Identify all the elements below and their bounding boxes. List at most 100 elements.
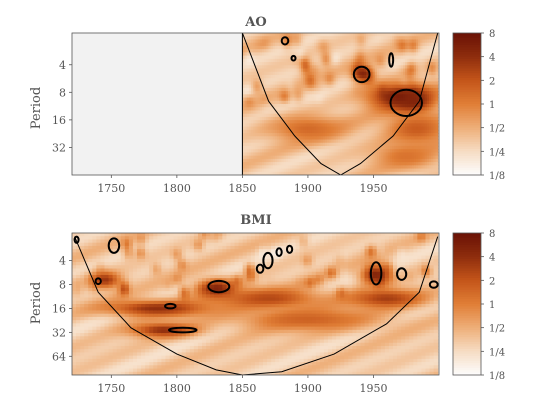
heatmap-cell [292,62,296,66]
heatmap-cell [361,113,365,118]
heatmap-cell [418,110,421,115]
heatmap-cell [407,158,411,163]
heatmap-cell [153,239,158,244]
heatmap-cell [251,100,254,105]
heatmap-cell [244,74,248,79]
heatmap-cell [327,139,330,144]
heatmap-cell [287,81,291,86]
heatmap-cell [104,313,110,318]
heatmap-cell [248,71,252,76]
heatmap-cell [331,84,335,89]
heatmap-cell [348,49,352,53]
heatmap-cell [424,49,428,53]
heatmap-cell [132,245,138,250]
heatmap-cell [309,133,313,137]
heatmap-cell [350,55,354,60]
heatmap-cell [337,62,341,66]
heatmap-cell [335,136,339,141]
heatmap-cell [322,94,326,99]
heatmap-cell [324,116,328,121]
heatmap-cell [314,36,317,41]
heatmap-cell [72,368,77,373]
heatmap-cell [124,310,130,315]
heatmap-cell [389,33,393,37]
heatmap-cell [264,42,267,47]
heatmap-cell [353,104,356,108]
heatmap-cell [96,368,102,373]
heatmap-cell [307,84,311,89]
heatmap-cell [281,55,285,60]
heatmap-cell [396,94,400,99]
heatmap-cell [385,39,389,44]
heatmap-cell [322,62,326,66]
heatmap-cell [261,74,265,79]
heatmap-cell [335,168,339,173]
heatmap-cell [361,152,365,157]
heatmap-cell [333,49,337,53]
heatmap-cell [84,278,89,283]
heatmap-cell [281,155,285,160]
heatmap-cell [405,58,408,63]
heatmap-cell [305,91,309,95]
heatmap-cell [294,52,298,57]
heatmap-cell [329,116,332,121]
heatmap-cell [274,58,278,63]
heatmap-cell [124,297,130,302]
heatmap-cell [314,49,317,53]
heatmap-cell [411,126,415,131]
heatmap-cell [145,313,150,318]
heatmap-cell [407,65,411,70]
heatmap-cell [264,52,267,57]
heatmap-cell [340,113,343,118]
heatmap-cell [400,129,404,134]
heatmap-cell [264,39,267,44]
heatmap-cell [387,84,391,89]
heatmap-cell [413,33,417,37]
heatmap-cell [394,104,398,108]
heatmap-cell [303,81,306,86]
colorbar-segment [453,59,481,62]
heatmap-cell [259,78,263,83]
heatmap-cell [366,94,369,99]
heatmap-cell [253,94,257,99]
heatmap-cell [246,116,250,121]
heatmap-cell [76,284,81,289]
heatmap-cell [314,107,317,112]
heatmap-cell [124,316,130,321]
heatmap-cell [324,33,328,37]
heatmap-cell [359,87,363,92]
heatmap-cell [320,58,324,63]
heatmap-cell [92,300,97,305]
heatmap-cell [372,123,376,128]
heatmap-cell [305,33,309,37]
heatmap-cell [84,258,89,263]
heatmap-cell [287,36,291,41]
heatmap-cell [266,39,270,44]
heatmap-cell [435,94,439,99]
heatmap-cell [426,52,430,57]
heatmap-cell [149,291,154,295]
heatmap-cell [285,155,289,160]
heatmap-cell [116,236,122,241]
heatmap-cell [298,100,302,105]
heatmap-cell [340,94,343,99]
heatmap-cell [266,84,270,89]
heatmap-cell [387,142,391,147]
heatmap-cell [251,71,254,76]
heatmap-cell [318,58,322,63]
heatmap-cell [281,74,285,79]
heatmap-cell [411,97,415,102]
heatmap-cell [435,116,439,121]
heatmap-cell [72,284,77,289]
heatmap-cell [357,155,361,160]
heatmap-cell [316,133,319,137]
heatmap-cell [244,113,248,118]
heatmap-cell [387,126,391,131]
heatmap-cell [357,104,361,108]
heatmap-cell [333,68,337,73]
heatmap-cell [246,136,250,141]
heatmap-cell [381,110,385,115]
heatmap-cell [433,52,437,57]
heatmap-cell [379,165,382,170]
heatmap-cell [376,87,380,92]
